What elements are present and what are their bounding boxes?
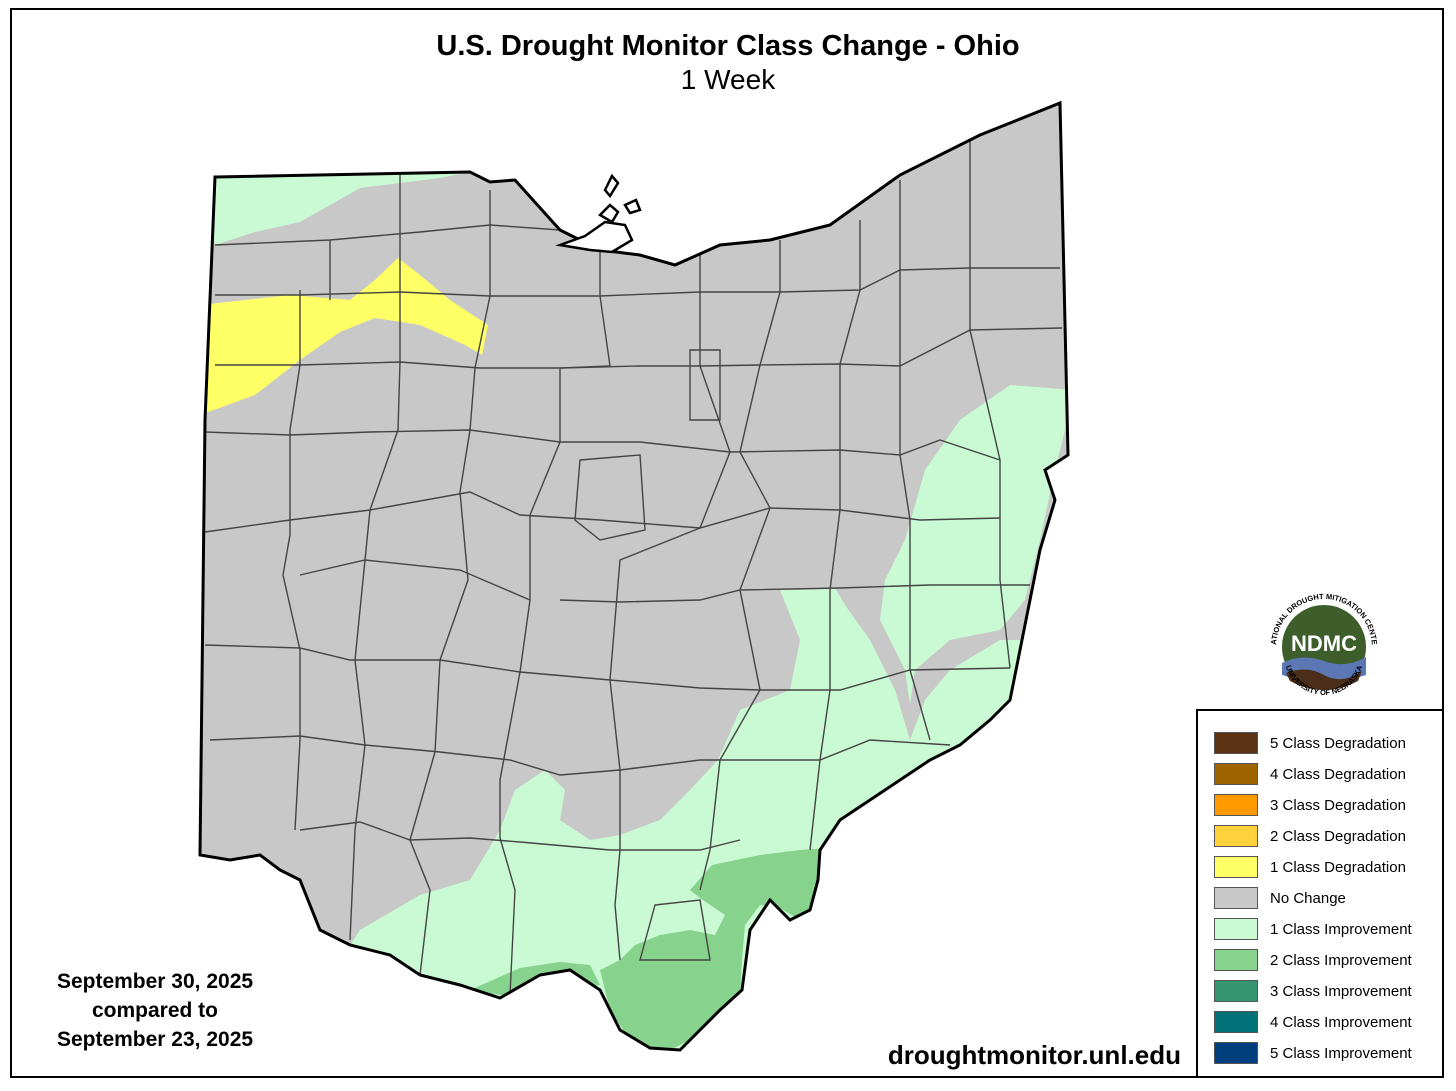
legend-label: 1 Class Degradation <box>1270 858 1406 876</box>
legend-item: No Change <box>1214 886 1346 910</box>
legend-label: 2 Class Degradation <box>1270 827 1406 845</box>
legend-label: 3 Class Improvement <box>1270 982 1412 1000</box>
map-title: U.S. Drought Monitor Class Change - Ohio <box>436 30 1020 62</box>
degradation-1-region-northwest <box>200 258 488 415</box>
legend-swatch <box>1214 856 1258 878</box>
legend-swatch <box>1214 794 1258 816</box>
legend-label: 3 Class Degradation <box>1270 796 1406 814</box>
legend-item: 2 Class Improvement <box>1214 948 1412 972</box>
legend-item: 3 Class Improvement <box>1214 979 1412 1003</box>
legend-swatch <box>1214 1042 1258 1064</box>
map-frame <box>10 8 1444 1078</box>
legend-item: 4 Class Degradation <box>1214 762 1406 786</box>
legend-swatch <box>1214 825 1258 847</box>
source-url: droughtmonitor.unl.edu <box>887 1040 1181 1070</box>
legend-swatch <box>1214 732 1258 754</box>
map-subtitle: 1 Week <box>680 64 776 95</box>
lake-erie-islands <box>555 173 642 254</box>
legend-label: 1 Class Improvement <box>1270 920 1412 938</box>
legend-item: 2 Class Degradation <box>1214 824 1406 848</box>
previous-date: September 23, 2025 <box>56 1028 254 1051</box>
legend-swatch <box>1214 949 1258 971</box>
compared-to-text: compared to <box>91 999 219 1022</box>
legend-label: 5 Class Improvement <box>1270 1044 1412 1062</box>
legend-item: 1 Class Degradation <box>1214 855 1406 879</box>
legend-item: 3 Class Degradation <box>1214 793 1406 817</box>
legend-item: 4 Class Improvement <box>1214 1010 1412 1034</box>
improvement-1-region-northwest <box>200 170 480 245</box>
legend-swatch <box>1214 1011 1258 1033</box>
legend-label: 4 Class Improvement <box>1270 1013 1412 1031</box>
legend-swatch <box>1214 887 1258 909</box>
ohio-state-outline <box>198 100 1070 1052</box>
logo-acronym: NDMC <box>1291 631 1357 656</box>
legend-label: 2 Class Improvement <box>1270 951 1412 969</box>
legend-label: No Change <box>1270 889 1346 907</box>
county-boundaries <box>204 140 1063 996</box>
ndmc-logo: NDMC NATIONAL DROUGHT MITIGATION CENTER … <box>1262 585 1384 707</box>
legend-item: 5 Class Improvement <box>1214 1041 1412 1065</box>
improvement-1-region-east <box>880 385 1068 705</box>
legend-swatch <box>1214 980 1258 1002</box>
current-date: September 30, 2025 <box>56 970 254 993</box>
legend: 5 Class Degradation 4 Class Degradation … <box>1196 709 1444 1078</box>
legend-swatch <box>1214 918 1258 940</box>
legend-swatch <box>1214 763 1258 785</box>
improvement-2-region-southeast <box>600 848 830 1050</box>
legend-label: 4 Class Degradation <box>1270 765 1406 783</box>
legend-item: 1 Class Improvement <box>1214 917 1412 941</box>
legend-label: 5 Class Degradation <box>1270 734 1406 752</box>
legend-item: 5 Class Degradation <box>1214 731 1406 755</box>
improvement-1-region-south <box>320 588 1068 1050</box>
date-comparison: September 30, 2025 compared to September… <box>30 967 280 1054</box>
